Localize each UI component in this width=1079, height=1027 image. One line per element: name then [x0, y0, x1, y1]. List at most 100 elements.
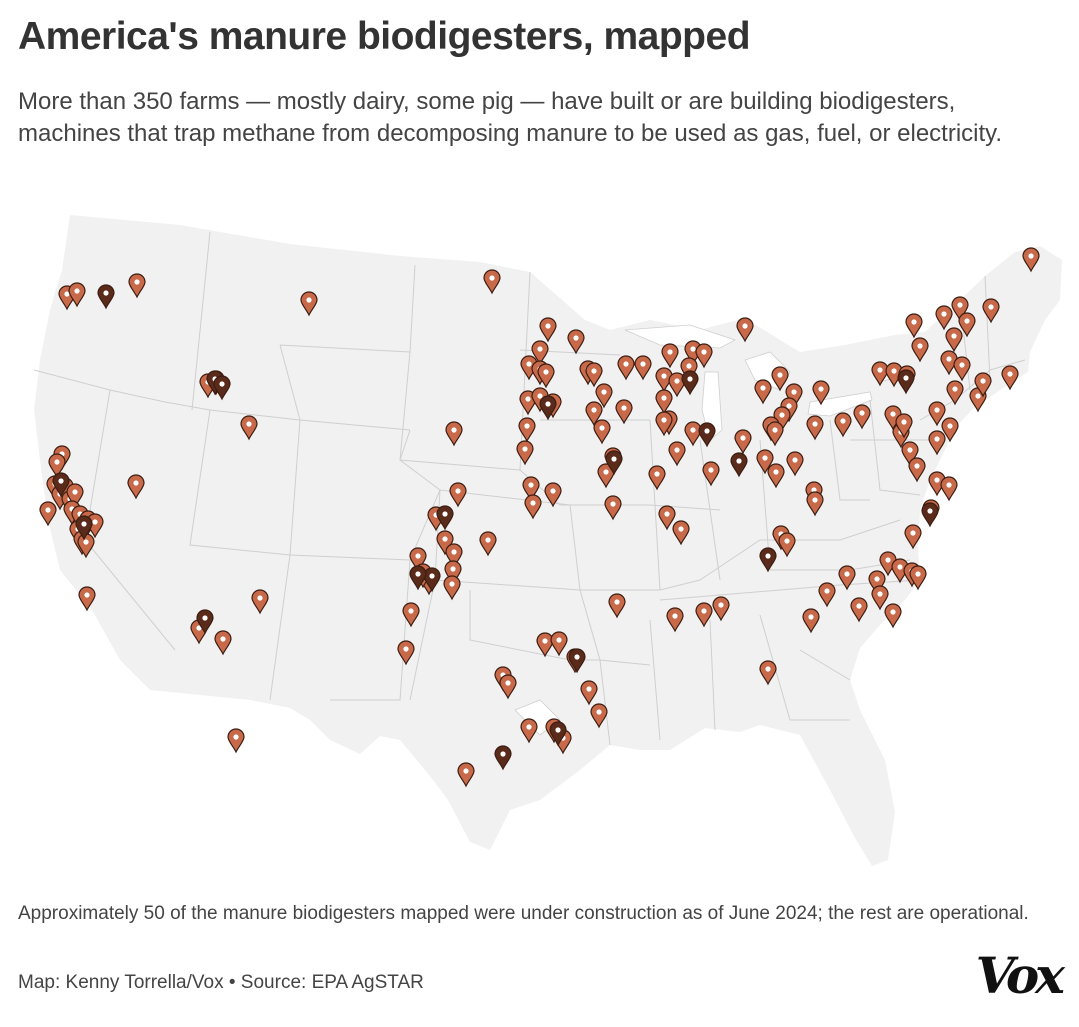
marker-operational: [754, 379, 772, 405]
marker-operational: [1022, 247, 1040, 273]
marker-operational: [449, 482, 467, 508]
marker-under-construction: [605, 450, 623, 476]
marker-operational: [672, 520, 690, 546]
marker-under-construction: [52, 472, 70, 498]
marker-operational: [444, 560, 462, 586]
marker-operational: [580, 680, 598, 706]
marker-operational: [227, 728, 245, 754]
marker-operational: [214, 630, 232, 656]
marker-operational: [127, 474, 145, 500]
marker-operational: [901, 441, 919, 467]
marker-operational: [734, 429, 752, 455]
marker-operational: [655, 389, 673, 415]
marker-under-construction: [539, 395, 557, 421]
marker-operational: [48, 453, 66, 479]
marker-under-construction: [549, 721, 567, 747]
marker-operational: [524, 494, 542, 520]
marker-under-construction: [681, 370, 699, 396]
marker-operational: [536, 632, 554, 658]
page-subtitle: More than 350 farms — mostly dairy, some…: [18, 88, 1003, 147]
footnote: Approximately 50 of the manure biodigest…: [18, 903, 1029, 924]
marker-operational: [443, 575, 461, 601]
marker-operational: [585, 362, 603, 388]
marker-operational: [537, 363, 555, 389]
marker-operational: [953, 356, 971, 382]
marker-operational: [544, 482, 562, 508]
marker-operational: [531, 340, 549, 366]
marker-under-construction: [436, 505, 454, 531]
marker-operational: [251, 589, 269, 615]
marker-operational: [766, 421, 784, 447]
marker-operational: [550, 631, 568, 657]
marker-operational: [786, 451, 804, 477]
marker-operational: [928, 401, 946, 427]
marker-operational: [445, 421, 463, 447]
marker-operational: [520, 718, 538, 744]
marker-under-construction: [494, 745, 512, 771]
marker-operational: [940, 476, 958, 502]
us-map: [0, 195, 1079, 885]
marker-operational: [884, 603, 902, 629]
marker-operational: [905, 313, 923, 339]
marker-operational: [834, 412, 852, 438]
marker-operational: [806, 491, 824, 517]
marker-operational: [871, 361, 889, 387]
marker-operational: [767, 463, 785, 489]
marker-operational: [457, 762, 475, 788]
marker-operational: [668, 372, 686, 398]
page-title: America's manure biodigesters, mapped: [18, 15, 751, 58]
marker-operational: [595, 383, 613, 409]
marker-operational: [712, 596, 730, 622]
marker-operational: [661, 343, 679, 369]
marker-operational: [818, 582, 836, 608]
marker-operational: [402, 602, 420, 628]
marker-operational: [974, 372, 992, 398]
marker-operational: [759, 660, 777, 686]
marker-operational: [695, 343, 713, 369]
marker-operational: [806, 415, 824, 441]
source-credit: Map: Kenny Torrella/Vox • Source: EPA Ag…: [18, 972, 424, 993]
marker-operational: [300, 291, 318, 317]
marker-operational: [604, 495, 622, 521]
marker-under-construction: [213, 375, 231, 401]
marker-operational: [909, 565, 927, 591]
marker-operational: [946, 380, 964, 406]
marker-operational: [397, 640, 415, 666]
marker-operational: [853, 404, 871, 430]
marker-operational: [409, 547, 427, 573]
marker-operational: [736, 317, 754, 343]
marker-under-construction: [759, 547, 777, 573]
us-land: [34, 215, 1062, 866]
marker-under-construction: [730, 452, 748, 478]
marker-operational: [516, 440, 534, 466]
marker-operational: [908, 457, 926, 483]
marker-under-construction: [568, 648, 586, 674]
marker-operational: [539, 317, 557, 343]
marker-operational: [895, 413, 913, 439]
marker-under-construction: [698, 422, 716, 448]
marker-operational: [702, 461, 720, 487]
marker-operational: [668, 441, 686, 467]
marker-operational: [666, 607, 684, 633]
marker-operational: [868, 570, 886, 596]
marker-operational: [658, 505, 676, 531]
vox-logo: Vox: [975, 946, 1065, 1005]
marker-operational: [655, 411, 673, 437]
marker-operational: [567, 329, 585, 355]
marker-under-construction: [921, 502, 939, 528]
marker-operational: [982, 298, 1000, 324]
marker-operational: [941, 417, 959, 443]
marker-operational: [771, 366, 789, 392]
marker-operational: [911, 337, 929, 363]
marker-operational: [240, 415, 258, 441]
marker-operational: [951, 296, 969, 322]
marker-operational: [904, 524, 922, 550]
marker-operational: [608, 593, 626, 619]
marker-operational: [522, 476, 540, 502]
marker-under-construction: [423, 567, 441, 593]
marker-under-construction: [409, 565, 427, 591]
marker-operational: [871, 585, 889, 611]
marker-operational: [445, 543, 463, 569]
marker-operational: [838, 565, 856, 591]
marker-operational: [39, 501, 57, 527]
